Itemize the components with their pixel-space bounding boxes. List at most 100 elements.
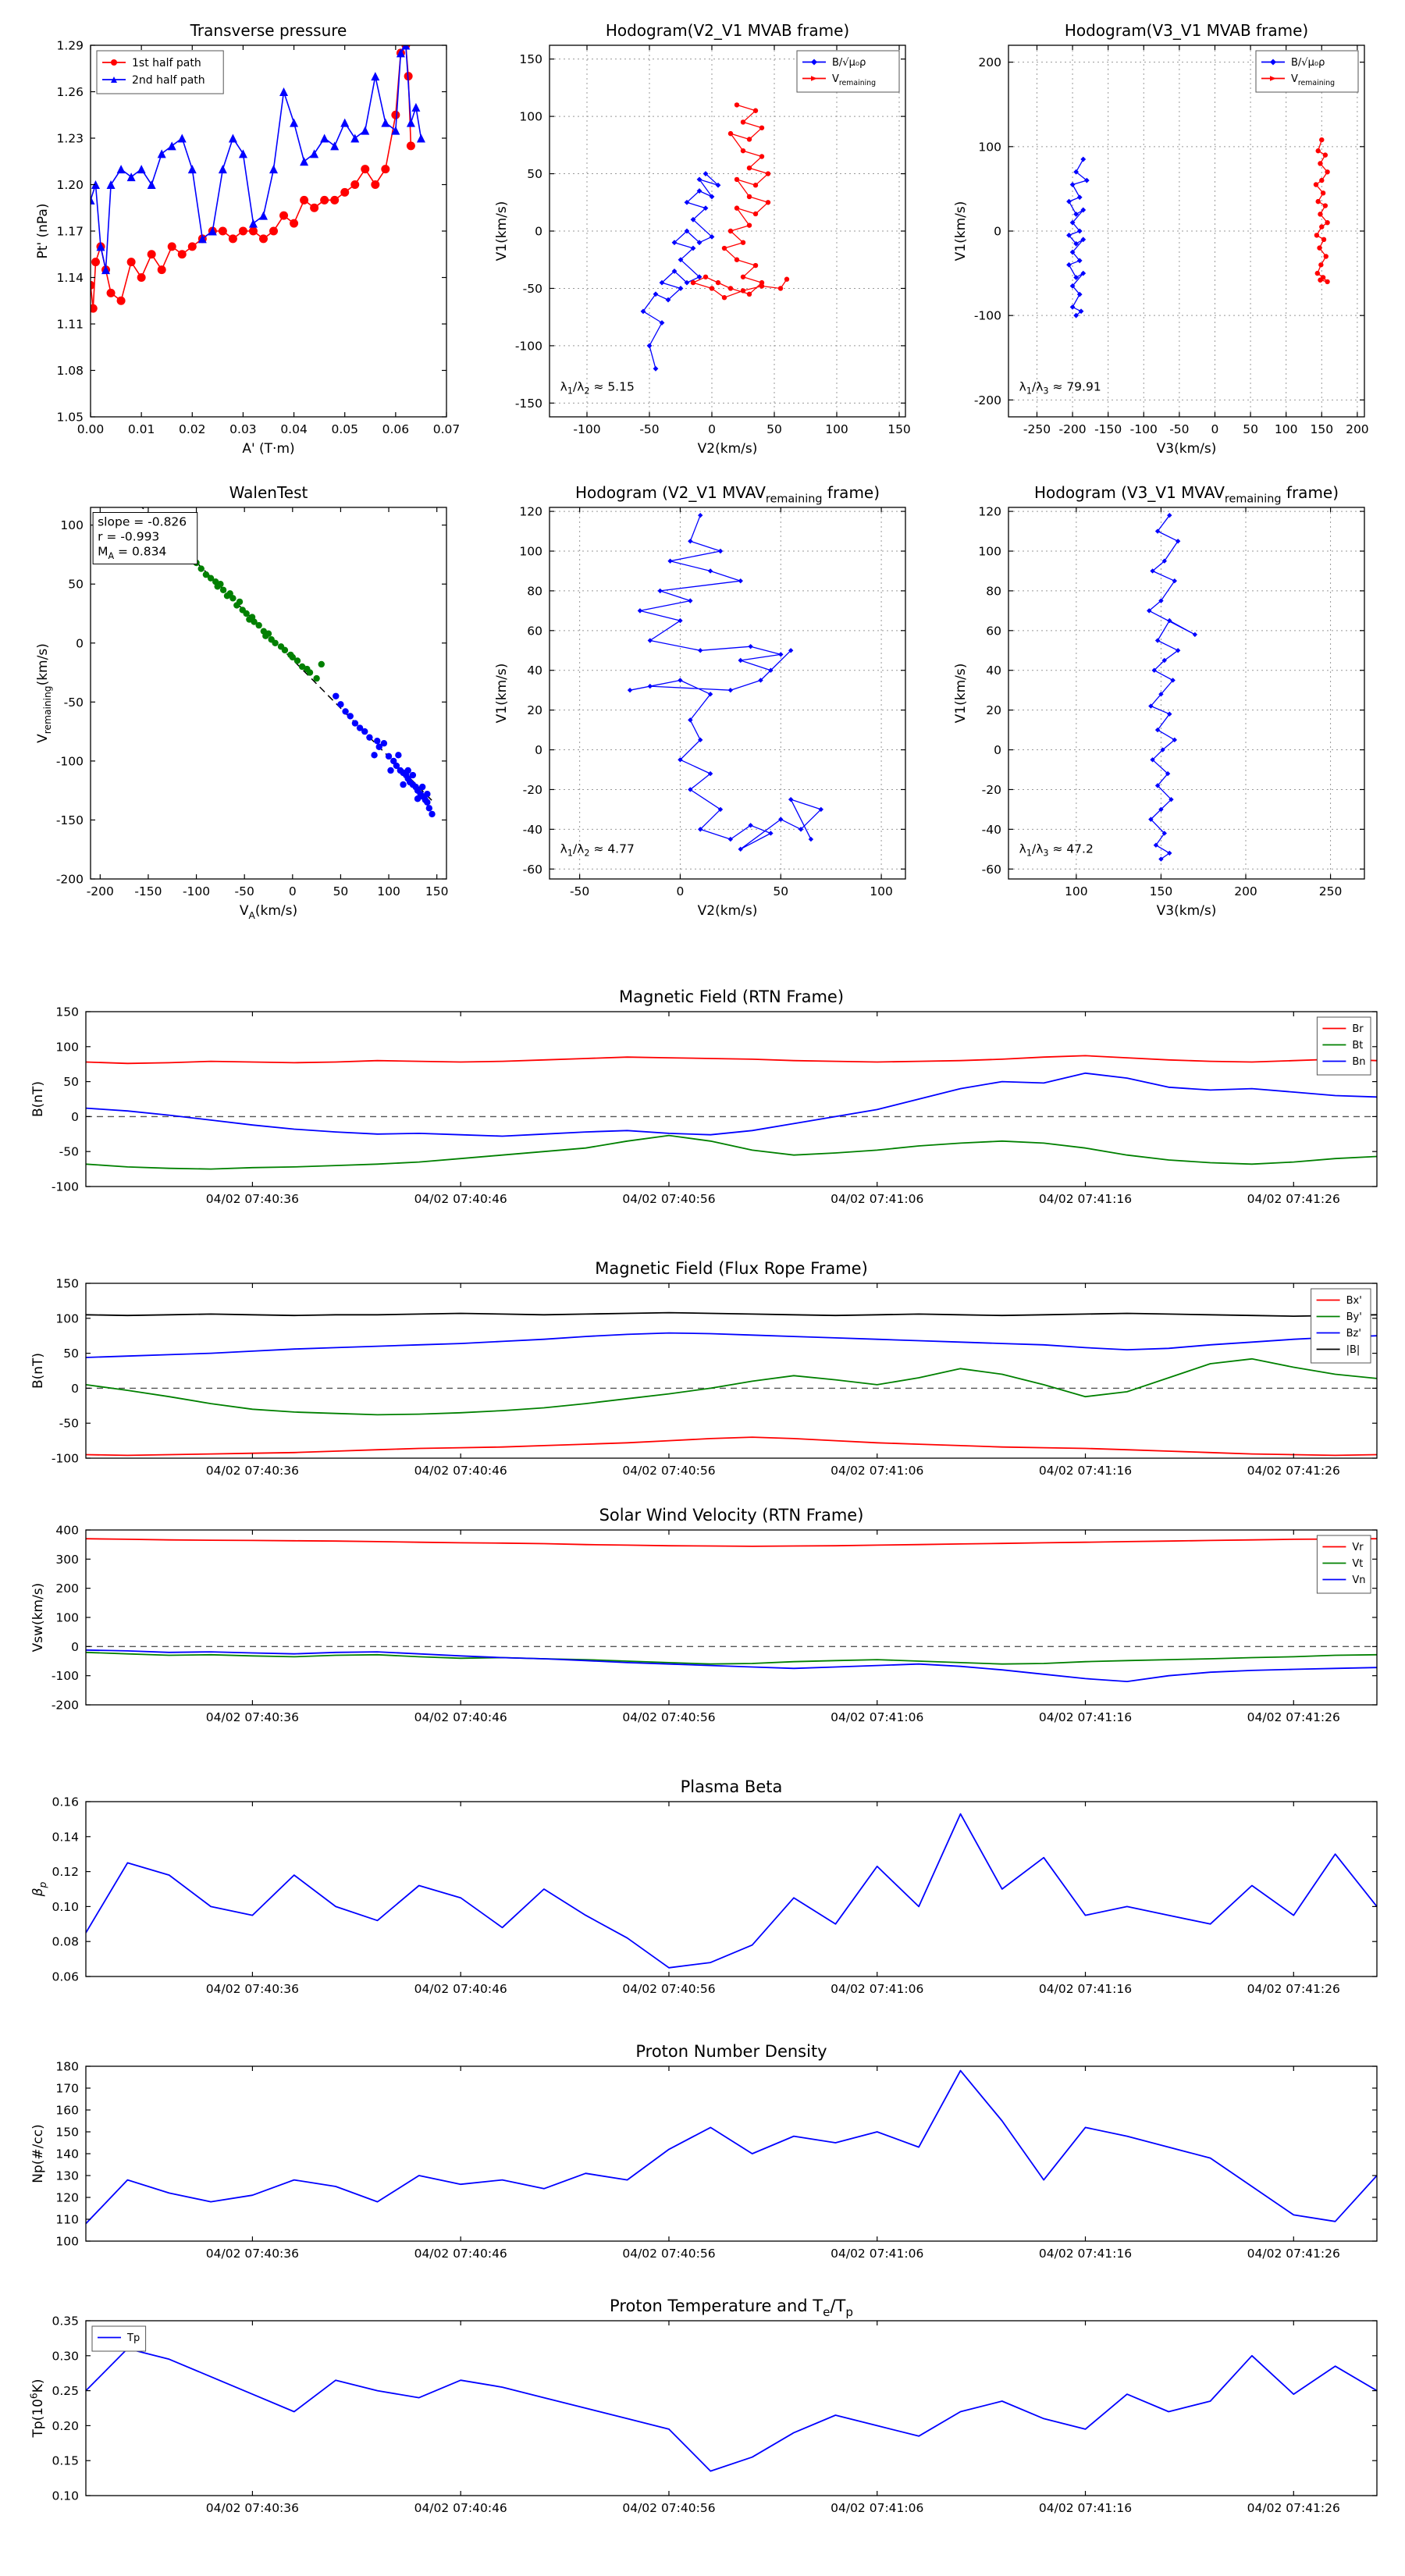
- svg-text:-250: -250: [1023, 422, 1051, 436]
- transverse-pressure-chart: 0.00 0.01 0.02 0.03 0.04 0.05 0.06 0.07 1.05 1.08…: [28, 16, 460, 461]
- svg-text:300: 300: [55, 1553, 79, 1567]
- svg-text:04/02 07:40:36: 04/02 07:40:36: [206, 1982, 299, 1996]
- svg-text:04/02 07:41:06: 04/02 07:41:06: [831, 2247, 923, 2261]
- svg-text:0: 0: [708, 422, 716, 436]
- svg-text:Tp: Tp: [126, 2332, 140, 2344]
- svg-text:1st half path: 1st half path: [132, 57, 201, 69]
- svg-text:Vremaining(km/s): Vremaining(km/s): [35, 643, 53, 743]
- svg-text:λ1/λ2 ≈ 4.77: λ1/λ2 ≈ 4.77: [560, 841, 635, 858]
- svg-text:100: 100: [1065, 884, 1088, 898]
- svg-text:04/02 07:41:06: 04/02 07:41:06: [831, 1982, 923, 1996]
- svg-text:-150: -150: [515, 397, 542, 411]
- svg-text:150: 150: [55, 2126, 79, 2140]
- svg-text:-200: -200: [56, 873, 84, 887]
- svg-text:40: 40: [527, 664, 542, 678]
- svg-text:04/02 07:40:36: 04/02 07:40:36: [206, 1192, 299, 1206]
- svg-text:-60: -60: [523, 863, 542, 877]
- svg-text:Np(#/cc): Np(#/cc): [30, 2124, 46, 2183]
- svg-text:Vremaining: Vremaining: [1291, 73, 1335, 87]
- svg-text:Proton Number Density: Proton Number Density: [635, 2042, 827, 2061]
- svg-text:04/02 07:41:26: 04/02 07:41:26: [1247, 2247, 1340, 2261]
- svg-text:180: 180: [55, 2060, 79, 2074]
- svg-text:Hodogram(V3_V1 MVAB frame): Hodogram(V3_V1 MVAB frame): [1065, 21, 1308, 40]
- svg-text:04/02 07:40:46: 04/02 07:40:46: [414, 2247, 507, 2261]
- svg-text:Pt' (nPa): Pt' (nPa): [35, 204, 51, 259]
- svg-text:0.16: 0.16: [52, 1795, 79, 1809]
- svg-text:110: 110: [55, 2213, 79, 2227]
- svg-text:Vn: Vn: [1352, 1574, 1365, 1586]
- svg-text:1.14: 1.14: [56, 271, 84, 285]
- svg-text:200: 200: [55, 1582, 79, 1596]
- svg-text:80: 80: [986, 584, 1001, 598]
- svg-text:Plasma Beta: Plasma Beta: [681, 1777, 783, 1796]
- svg-text:04/02 07:40:56: 04/02 07:40:56: [622, 2501, 715, 2515]
- svg-text:MA = 0.834: MA = 0.834: [98, 545, 166, 561]
- svg-text:-100: -100: [515, 339, 542, 353]
- svg-text:βp: βp: [30, 1881, 48, 1897]
- svg-text:50: 50: [527, 167, 542, 181]
- svg-text:0: 0: [994, 225, 1001, 239]
- svg-text:Solar Wind Velocity (RTN Frame: Solar Wind Velocity (RTN Frame): [599, 1506, 864, 1525]
- svg-text:Hodogram (V3_V1 MVAVremaining: Hodogram (V3_V1 MVAVremaining frame): [1034, 483, 1339, 506]
- svg-text:-50: -50: [570, 884, 589, 898]
- svg-text:λ1/λ3 ≈ 47.2: λ1/λ3 ≈ 47.2: [1019, 841, 1094, 858]
- svg-text:1.20: 1.20: [56, 178, 84, 192]
- svg-text:130: 130: [55, 2169, 79, 2183]
- svg-text:150: 150: [1150, 884, 1173, 898]
- svg-text:04/02 07:41:06: 04/02 07:41:06: [831, 1192, 923, 1206]
- svg-text:200: 200: [1346, 422, 1369, 436]
- svg-text:-200: -200: [52, 1699, 79, 1713]
- svg-text:60: 60: [986, 624, 1001, 638]
- svg-text:0: 0: [1211, 422, 1219, 436]
- svg-text:-100: -100: [1130, 422, 1158, 436]
- svg-text:-40: -40: [523, 823, 542, 837]
- svg-text:0: 0: [289, 884, 297, 898]
- svg-text:04/02 07:41:16: 04/02 07:41:16: [1039, 2501, 1132, 2515]
- svg-text:-50: -50: [523, 282, 542, 296]
- svg-text:-20: -20: [982, 783, 1001, 797]
- svg-text:200: 200: [1234, 884, 1257, 898]
- svg-text:-200: -200: [1058, 422, 1086, 436]
- solar-wind-velocity-chart: 04/02 07:40:36 04/02 07:40:46 04/02 07:40:…: [23, 1503, 1388, 1738]
- svg-text:0.06: 0.06: [52, 1970, 79, 1984]
- svg-text:0: 0: [71, 1640, 79, 1654]
- svg-text:-100: -100: [573, 422, 600, 436]
- svg-text:Magnetic Field (RTN Frame): Magnetic Field (RTN Frame): [619, 987, 844, 1006]
- svg-text:100: 100: [377, 884, 400, 898]
- svg-text:100: 100: [870, 884, 893, 898]
- svg-text:V2(km/s): V2(km/s): [698, 441, 758, 457]
- svg-text:λ1/λ3 ≈ 79.91: λ1/λ3 ≈ 79.91: [1019, 379, 1101, 396]
- svg-text:0.14: 0.14: [52, 1830, 79, 1844]
- svg-text:140: 140: [55, 2147, 79, 2161]
- svg-text:0: 0: [994, 743, 1001, 757]
- svg-text:100: 100: [60, 518, 84, 532]
- proton-temperature-chart: 04/02 07:40:36 04/02 07:40:46 04/02 07:40:…: [23, 2294, 1388, 2528]
- svg-text:Magnetic Field (Flux Rope Fram: Magnetic Field (Flux Rope Frame): [595, 1259, 868, 1278]
- svg-text:04/02 07:40:36: 04/02 07:40:36: [206, 1464, 299, 1478]
- svg-text:VA(km/s): VA(km/s): [240, 903, 297, 921]
- svg-text:0.30: 0.30: [52, 2349, 79, 2363]
- svg-text:50: 50: [63, 1347, 79, 1361]
- svg-text:-50: -50: [639, 422, 659, 436]
- svg-text:04/02 07:40:46: 04/02 07:40:46: [414, 1192, 507, 1206]
- svg-text:-150: -150: [56, 813, 84, 827]
- svg-text:0.02: 0.02: [179, 422, 206, 436]
- svg-text:50: 50: [1243, 422, 1258, 436]
- svg-text:150: 150: [425, 884, 449, 898]
- svg-text:slope = -0.826: slope = -0.826: [98, 515, 187, 529]
- svg-text:0.35: 0.35: [52, 2314, 79, 2329]
- svg-text:V2(km/s): V2(km/s): [698, 903, 758, 919]
- svg-text:100: 100: [519, 110, 542, 124]
- svg-text:200: 200: [978, 55, 1001, 69]
- hodogram-v3v1-mvav-chart: 100 150 200 250 -60 -40 -20 0 20 40 60 80 100 120 Hodo…: [946, 478, 1377, 923]
- svg-text:0: 0: [71, 1110, 79, 1124]
- svg-text:0.10: 0.10: [52, 2489, 79, 2503]
- svg-text:50: 50: [333, 884, 349, 898]
- svg-text:04/02 07:41:26: 04/02 07:41:26: [1247, 1982, 1340, 1996]
- hodogram-v2v1-mvab-chart: -100 -50 0 50 100 150 -150 -100 -50 0 50 100 150 Hodo…: [487, 16, 918, 461]
- plasma-beta-chart: 04/02 07:40:36 04/02 07:40:46 04/02 07:40:…: [23, 1775, 1388, 2009]
- svg-text:-200: -200: [87, 884, 114, 898]
- svg-text:Vt: Vt: [1352, 1558, 1363, 1570]
- walen-test-chart: -200 -150 -100 -50 0 50 100 150 -200 -150 -100 -50 0…: [28, 478, 459, 923]
- svg-text:2nd half path: 2nd half path: [132, 74, 205, 87]
